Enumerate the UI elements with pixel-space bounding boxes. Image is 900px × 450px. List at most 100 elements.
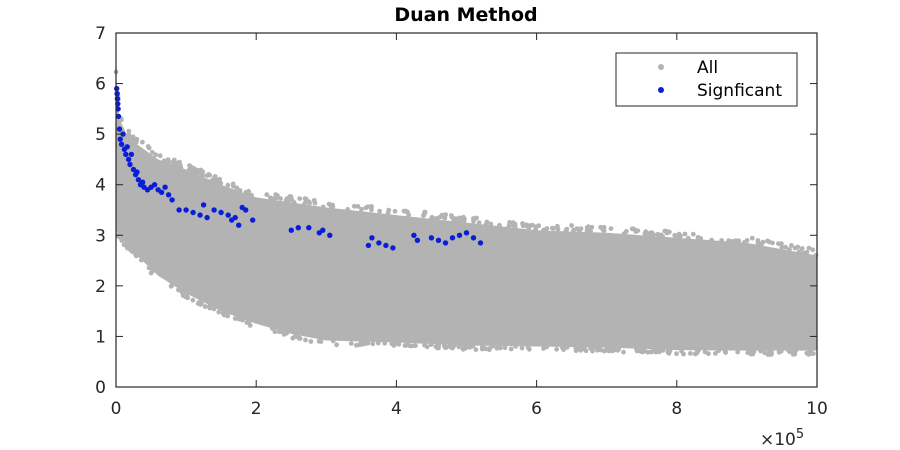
signficant-point (115, 113, 122, 120)
all-point (354, 342, 359, 348)
y-tick-label: 6 (95, 75, 106, 95)
all-point (290, 335, 296, 341)
all-point (645, 349, 651, 355)
all-point (706, 351, 711, 356)
all-point (561, 347, 566, 352)
signficant-point (320, 227, 326, 233)
all-point (776, 241, 781, 247)
signficant-point (449, 235, 456, 241)
all-point (118, 236, 124, 241)
all-point (439, 214, 445, 219)
all-point (452, 343, 457, 348)
all-point (167, 160, 172, 165)
x-exponent-base: ×10 (760, 430, 796, 450)
all-point (634, 347, 639, 352)
all-point (484, 219, 490, 225)
all-point (541, 346, 546, 351)
all-point (408, 343, 414, 349)
all-point (643, 229, 649, 235)
all-point (291, 200, 297, 205)
all-point (762, 350, 768, 356)
all-point (716, 348, 722, 354)
all-point (176, 287, 181, 293)
all-point (232, 316, 238, 321)
all-point (483, 346, 488, 352)
all-point (748, 348, 754, 354)
all-point (667, 229, 672, 235)
all-point (533, 224, 539, 230)
all-point (134, 138, 140, 144)
y-tick-label: 3 (95, 226, 106, 246)
all-point (171, 157, 177, 163)
signficant-point (232, 214, 238, 221)
all-point (513, 343, 519, 349)
all-point (270, 326, 275, 331)
signficant-point (411, 232, 417, 238)
all-point (666, 350, 672, 356)
signficant-point (162, 184, 168, 190)
all-point (234, 185, 240, 191)
all-point (502, 345, 508, 351)
y-tick-label: 0 (95, 378, 106, 398)
all-point (449, 213, 454, 218)
all-point (608, 226, 614, 232)
all-point (202, 304, 208, 309)
all-point (185, 295, 191, 301)
all-point (345, 207, 351, 212)
all-point (370, 341, 376, 347)
x-exponent-label: ×105 (760, 427, 804, 450)
significant-series-points (114, 85, 484, 251)
signficant-point (365, 242, 372, 249)
all-point (146, 265, 152, 271)
legend-box (615, 52, 798, 107)
all-point (308, 339, 314, 344)
all-point (590, 348, 595, 354)
all-point (603, 347, 609, 353)
all-point (236, 316, 242, 322)
signficant-point (218, 209, 224, 216)
all-point (435, 344, 441, 350)
all-point (133, 252, 139, 257)
all-point (276, 329, 282, 335)
all-point (306, 199, 312, 205)
signficant-point (116, 126, 123, 132)
all-point (578, 226, 584, 232)
all-point (216, 309, 222, 315)
signficant-point (169, 197, 175, 203)
all-point (770, 240, 775, 246)
all-point (787, 247, 792, 252)
signficant-point (250, 217, 256, 223)
all-point (736, 238, 742, 244)
all-point (510, 222, 516, 228)
all-point (330, 204, 336, 210)
signficant-point (288, 227, 294, 233)
all-point (127, 134, 133, 139)
signficant-point (139, 179, 146, 185)
all-point (498, 345, 503, 351)
all-series-band (116, 73, 817, 351)
all-point (692, 351, 698, 357)
all-point (194, 167, 200, 173)
all-point (629, 226, 635, 232)
all-point (369, 207, 374, 213)
all-point (544, 226, 550, 231)
signficant-point (176, 207, 182, 213)
all-point (297, 196, 303, 202)
all-point (359, 206, 364, 212)
all-point (682, 231, 688, 237)
x-tick-label: 2 (251, 399, 262, 419)
all-point (311, 198, 317, 203)
all-point (406, 212, 411, 218)
all-point (140, 139, 145, 145)
all-point (674, 351, 679, 357)
x-tick-label: 0 (111, 399, 122, 419)
all-point (363, 205, 369, 211)
all-point (193, 171, 199, 177)
x-tick-label: 4 (391, 399, 402, 419)
signficant-point (376, 240, 382, 246)
all-point (598, 347, 604, 353)
all-point (813, 252, 819, 258)
signficant-point (236, 222, 242, 228)
signficant-point (123, 151, 129, 158)
signficant-point (470, 235, 477, 241)
